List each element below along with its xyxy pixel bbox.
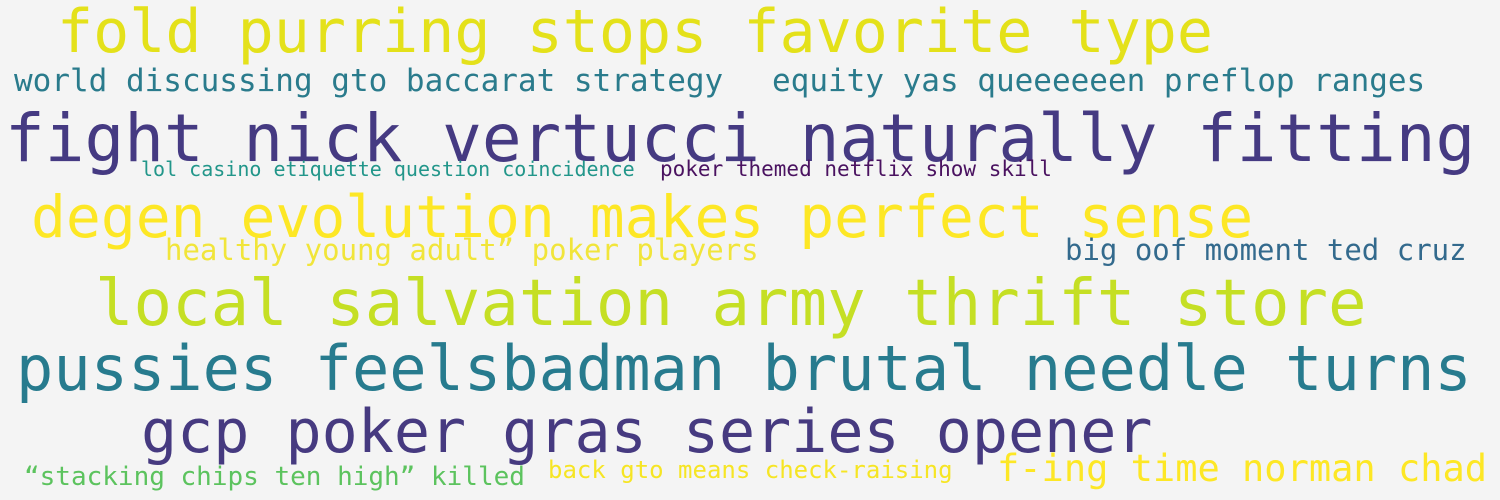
word: world discussing gto baccarat strategy: [14, 63, 724, 99]
word: degen evolution makes perfect sense: [31, 183, 1254, 251]
word: lol casino etiquette question coincidenc…: [141, 157, 635, 181]
word: healthy young adult” poker players: [165, 233, 759, 267]
word: back gto means check-raising: [548, 456, 953, 484]
word: equity yas queeeeeen preflop ranges: [772, 63, 1426, 99]
word: fight nick vertucci naturally fitting: [5, 100, 1476, 177]
word: big oof moment ted cruz: [1065, 233, 1467, 267]
word: poker themed netflix show skill: [660, 157, 1052, 181]
word: gcp poker gras series opener: [141, 397, 1153, 467]
word: fold purring stops favorite type: [57, 0, 1213, 67]
word: f-ing time norman chad: [997, 447, 1488, 490]
word: pussies feelsbadman brutal needle turns: [16, 332, 1472, 405]
word: “stacking chips ten high” killed: [24, 462, 525, 492]
word: local salvation army thrift store: [95, 267, 1367, 341]
